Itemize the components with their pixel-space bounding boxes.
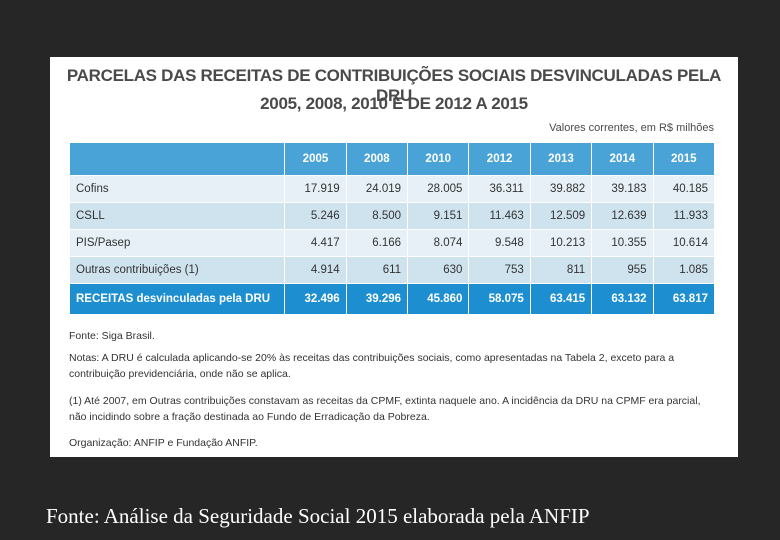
cell-value: 12.509 [530, 203, 592, 229]
table-row: PIS/Pasep 4.417 6.166 8.074 9.548 10.213… [70, 230, 714, 256]
total-row: RECEITAS desvinculadas pela DRU 32.496 3… [70, 284, 714, 314]
cell-value: 10.614 [653, 230, 714, 256]
cell-value: 630 [408, 257, 469, 283]
cell-value: 9.548 [469, 230, 530, 256]
cell-value: 4.914 [285, 257, 346, 283]
cell-value: 17.919 [285, 176, 346, 202]
table-subtitle: 2005, 2008, 2010 E DE 2012 A 2015 [260, 94, 528, 113]
cell-value: 4.417 [285, 230, 346, 256]
method-note: Notas: A DRU é calculada aplicando-se 20… [69, 352, 675, 380]
cell-value: 10.355 [592, 230, 653, 256]
cell-value: 36.311 [469, 176, 530, 202]
table-title: PARCELAS DAS RECEITAS DE CONTRIBUIÇÕES S… [66, 66, 722, 105]
table-row: Cofins 17.919 24.019 28.005 36.311 39.88… [70, 176, 714, 202]
total-value: 45.860 [408, 284, 469, 314]
total-value: 32.496 [285, 284, 346, 314]
cell-value: 39.183 [592, 176, 653, 202]
header-year: 2013 [530, 143, 592, 175]
cell-value: 6.166 [346, 230, 408, 256]
row-label: Outras contribuições (1) [70, 257, 285, 283]
cell-value: 8.074 [408, 230, 469, 256]
cell-value: 11.463 [469, 203, 530, 229]
total-label: RECEITAS desvinculadas pela DRU [70, 284, 285, 314]
total-value: 63.817 [653, 284, 714, 314]
footnote: (1) Até 2007, em Outras contribuições co… [69, 395, 701, 423]
cell-value: 39.882 [530, 176, 592, 202]
row-label: Cofins [70, 176, 285, 202]
cell-value: 24.019 [346, 176, 408, 202]
table-row: Outras contribuições (1) 4.914 611 630 7… [70, 257, 714, 283]
total-value: 63.132 [592, 284, 653, 314]
table-row: CSLL 5.246 8.500 9.151 11.463 12.509 12.… [70, 203, 714, 229]
row-label: CSLL [70, 203, 285, 229]
total-value: 63.415 [530, 284, 592, 314]
cell-value: 611 [346, 257, 408, 283]
header-year: 2010 [408, 143, 469, 175]
units-note: Valores correntes, em R$ milhões [549, 122, 714, 134]
header-blank [70, 143, 285, 175]
cell-value: 811 [530, 257, 592, 283]
cell-value: 955 [592, 257, 653, 283]
header-year: 2008 [346, 143, 408, 175]
source-note: Fonte: Siga Brasil. [69, 330, 155, 342]
table-image: PARCELAS DAS RECEITAS DE CONTRIBUIÇÕES S… [50, 57, 738, 457]
cell-value: 5.246 [285, 203, 346, 229]
row-label: PIS/Pasep [70, 230, 285, 256]
cell-value: 28.005 [408, 176, 469, 202]
cell-value: 11.933 [653, 203, 714, 229]
cell-value: 12.639 [592, 203, 653, 229]
cell-value: 1.085 [653, 257, 714, 283]
header-year: 2014 [592, 143, 653, 175]
total-value: 58.075 [469, 284, 530, 314]
header-year: 2005 [285, 143, 346, 175]
cell-value: 9.151 [408, 203, 469, 229]
cell-value: 40.185 [653, 176, 714, 202]
organization-note: Organização: ANFIP e Fundação ANFIP. [69, 437, 258, 449]
total-value: 39.296 [346, 284, 408, 314]
cell-value: 753 [469, 257, 530, 283]
header-year: 2012 [469, 143, 530, 175]
cell-value: 8.500 [346, 203, 408, 229]
slide-caption: Fonte: Análise da Seguridade Social 2015… [46, 504, 590, 528]
header-row: 2005 2008 2010 2012 2013 2014 2015 [70, 143, 714, 175]
header-year: 2015 [653, 143, 714, 175]
data-table: 2005 2008 2010 2012 2013 2014 2015 Cofin… [69, 142, 715, 315]
cell-value: 10.213 [530, 230, 592, 256]
